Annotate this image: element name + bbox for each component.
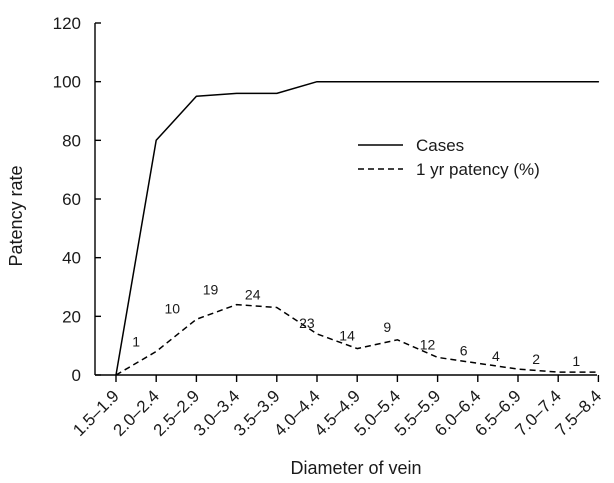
legend: Cases 1 yr patency (%) [358,136,540,179]
legend-label: 1 yr patency (%) [416,160,540,179]
y-tick-label: 100 [53,73,81,92]
y-tick-label: 60 [62,190,81,209]
y-axis: 0 20 40 60 80 100 120 [53,14,101,385]
x-axis: 1.5–1.92.0–2.42.5–2.93.0–3.43.5–3.94.0–4… [69,374,606,440]
data-label: 10 [165,300,181,316]
data-label: 12 [420,336,436,352]
data-label: 2 [532,351,540,367]
data-labels: 1 10 19 24 23 14 9 12 6 4 2 1 [132,282,580,369]
data-label: 24 [245,287,261,303]
series-layer [115,80,600,376]
series-line-cases [115,80,600,376]
x-tick-label: 7.5–8.4 [552,386,606,440]
data-label: 23 [299,315,315,331]
y-tick-label: 120 [53,14,81,33]
y-tick-label: 20 [62,307,81,326]
data-label: 1 [572,353,580,369]
series-line-1yr-patency [115,303,600,376]
y-axis-title: Patency rate [6,165,26,266]
data-label: 6 [460,342,468,358]
y-tick-label: 0 [72,366,81,385]
x-axis-title: Diameter of vein [290,458,421,478]
data-label: 4 [492,348,500,364]
data-label: 9 [383,319,391,335]
legend-label: Cases [416,136,464,155]
data-label: 19 [203,282,219,298]
y-tick-label: 40 [62,249,81,268]
data-label: 1 [132,334,140,350]
data-label: 14 [339,328,355,344]
y-tick-label: 80 [62,131,81,150]
